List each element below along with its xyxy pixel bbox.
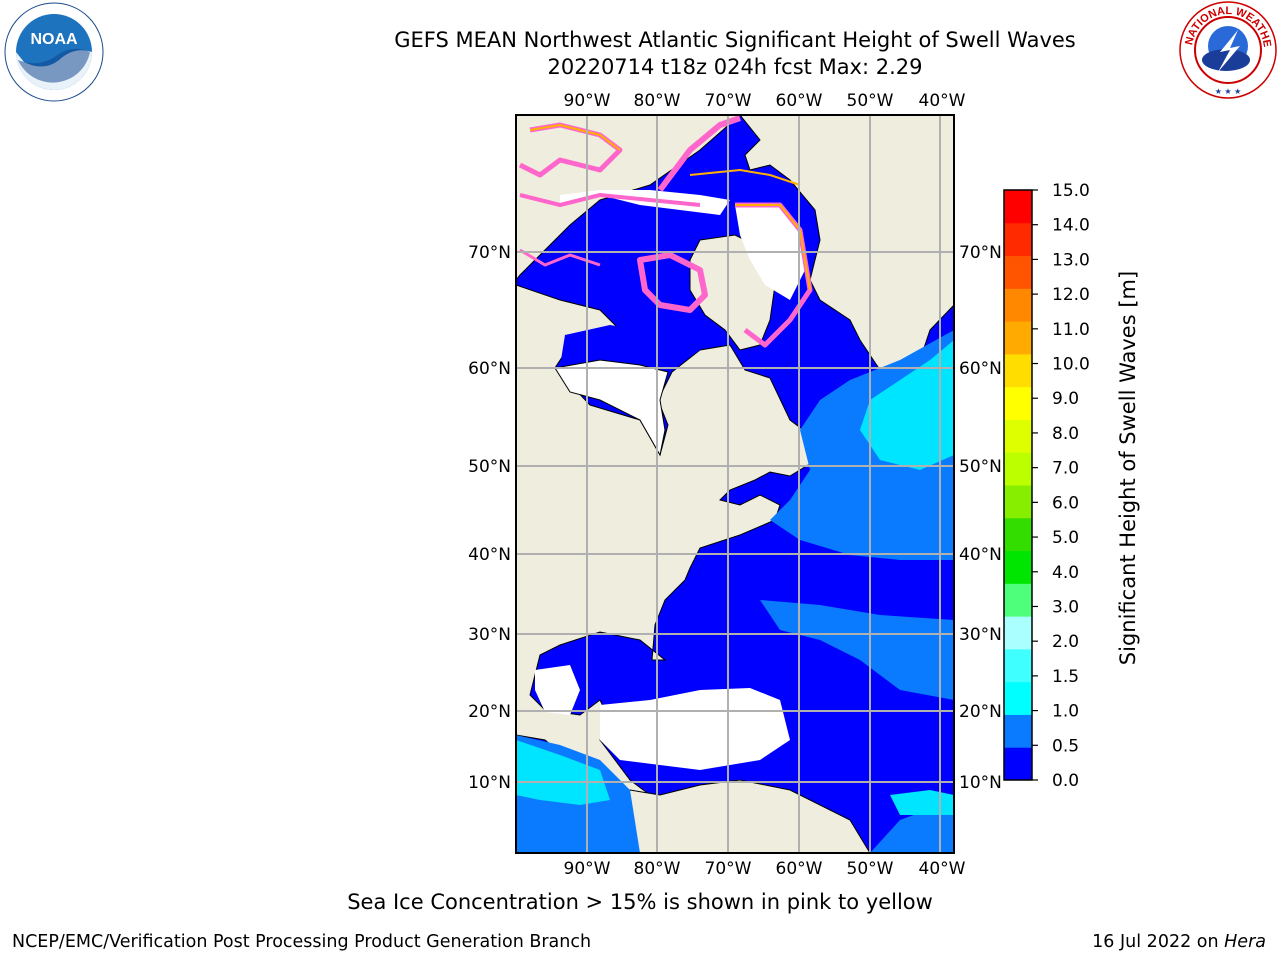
lon-label: 80°W [634,859,681,879]
sea-ice [518,115,813,348]
colorbar-tick-label: 15.0 [1052,181,1090,201]
colorbar-segment [1004,681,1032,715]
lat-label: 30°N [959,625,1002,645]
lat-label: 20°N [468,702,511,722]
colorbar-tick-label: 1.0 [1052,702,1079,722]
colorbar-segment [1004,452,1032,486]
colorbar-tick-label: 10.0 [1052,355,1090,375]
colorbar-segment [1004,648,1032,683]
colorbar-tick-label: 4.0 [1052,563,1079,583]
colorbar-segment [1004,517,1032,552]
noaa-logo: NOAA [4,2,104,102]
lon-label: 70°W [705,91,752,111]
colorbar-tick-label: 11.0 [1052,320,1090,340]
colorbar-segment [1004,616,1032,650]
hudson-bay-nodata [554,359,669,457]
colorbar-segment [1004,190,1032,224]
colorbar-tick-label: 13.0 [1052,250,1090,270]
lat-label: 50°N [959,457,1002,477]
lat-label: 50°N [468,457,511,477]
colorbar-segment [1004,288,1032,322]
colorbar-label: Significant Height of Swell Waves [m] [1116,270,1140,666]
colorbar-segment [1004,550,1032,584]
colorbar-segment [1004,386,1032,420]
colorbar-tick-label: 0.5 [1052,736,1079,756]
colorbar-segment [1004,353,1032,388]
colorbar-segment [1004,747,1032,781]
lon-label: 90°W [564,91,611,111]
map-frame [515,114,955,854]
footer-date-text: 16 Jul 2022 on [1092,932,1225,952]
caribbean-nodata [600,688,790,770]
colorbar-tick-label: 1.5 [1052,667,1079,687]
colorbar-frame [1003,189,1033,781]
swell-0.5-1.0-south [760,600,954,700]
arctic-channels-nodata [560,190,730,215]
lon-label: 70°W [705,859,752,879]
colorbar-tick-label: 14.0 [1052,216,1090,236]
lat-label: 60°N [468,359,511,379]
colorbar-tick-label: 12.0 [1052,285,1090,305]
lon-labels-top: 90°W 80°W 70°W 60°W 50°W 40°W [564,91,966,111]
graticule [516,115,954,853]
lat-label: 40°N [959,545,1002,565]
lon-labels-bottom: 90°W 80°W 70°W 60°W 50°W 40°W [564,859,966,879]
colorbar-tick-label: 5.0 [1052,528,1079,548]
lon-label: 40°W [919,91,966,111]
lat-labels-left: 70°N 60°N 50°N 40°N 30°N 20°N 10°N [468,243,511,793]
colorbar-tick-label: 7.0 [1052,459,1079,479]
chart-subtitle: 20220714 t18z 024h fcst Max: 2.29 [547,55,923,79]
svg-text:NOAA: NOAA [30,31,78,48]
lat-label: 20°N [959,702,1002,722]
map-area [516,115,954,853]
svg-text:★ ★ ★: ★ ★ ★ [1215,87,1242,96]
footer-host: Hera [1224,932,1266,952]
colorbar-ticks: 15.0 14.0 13.0 12.0 11.0 10.0 9.0 8.0 7.0 6.0 5.0 4… [1032,181,1090,791]
colorbar-tick-label: 3.0 [1052,597,1079,617]
swell-1.0-2.0-atlantic [890,790,954,815]
colorbar-tick-label: 0.0 [1052,771,1079,791]
colorbar-tick-label: 9.0 [1052,389,1079,409]
footer-date: 16 Jul 2022 on Hera [1092,932,1266,952]
lon-label: 50°W [847,91,894,111]
lon-label: 80°W [634,91,681,111]
sea-ice-caption: Sea Ice Concentration > 15% is shown in … [347,890,933,914]
chart-title: GEFS MEAN Northwest Atlantic Significant… [394,28,1076,52]
colorbar-segment [1004,255,1032,289]
lat-labels-right: 70°N 60°N 50°N 40°N 30°N 20°N 10°N [959,243,1002,793]
colorbar-tick-label: 2.0 [1052,632,1079,652]
colorbar-tick-label: 8.0 [1052,424,1079,444]
lon-label: 40°W [919,859,966,879]
colorbar-segment [1004,419,1032,453]
land-greenland [739,115,954,381]
lon-label: 50°W [847,859,894,879]
colorbar-segment [1004,222,1032,257]
lat-label: 30°N [468,625,511,645]
swell-1.0-2.0 [860,340,954,470]
lat-label: 40°N [468,545,511,565]
colorbar-segment [1004,583,1032,617]
gulf-nodata [535,665,580,715]
lon-label: 90°W [564,859,611,879]
colorbar-segment [1004,321,1032,355]
colorbar-tick-label: 6.0 [1052,493,1079,513]
colorbar-segment [1004,485,1032,519]
lon-label: 60°W [776,91,823,111]
hudson-bay-water [560,325,700,370]
lat-label: 70°N [959,243,1002,263]
lat-label: 70°N [468,243,511,263]
colorbar-segment [1004,714,1032,748]
national-weather-service-logo: NATIONAL WEATHER SERVICE ★ ★ ★ [1178,0,1277,99]
lon-label: 60°W [776,859,823,879]
colorbar [1003,189,1033,781]
lat-label: 60°N [959,359,1002,379]
lat-label: 10°N [959,773,1002,793]
footer-credit: NCEP/EMC/Verification Post Processing Pr… [12,932,592,952]
lat-label: 10°N [468,773,511,793]
